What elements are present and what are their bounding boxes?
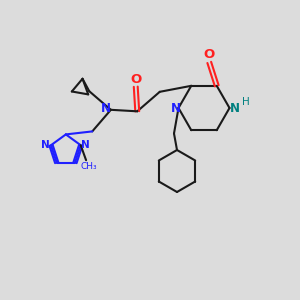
Text: O: O (130, 73, 141, 86)
Text: N: N (171, 101, 181, 115)
Text: O: O (204, 48, 215, 62)
Text: H: H (242, 97, 250, 107)
Text: N: N (81, 140, 90, 150)
Text: N: N (100, 102, 110, 115)
Text: CH₃: CH₃ (81, 162, 98, 171)
Text: N: N (230, 101, 240, 115)
Text: N: N (41, 140, 50, 150)
